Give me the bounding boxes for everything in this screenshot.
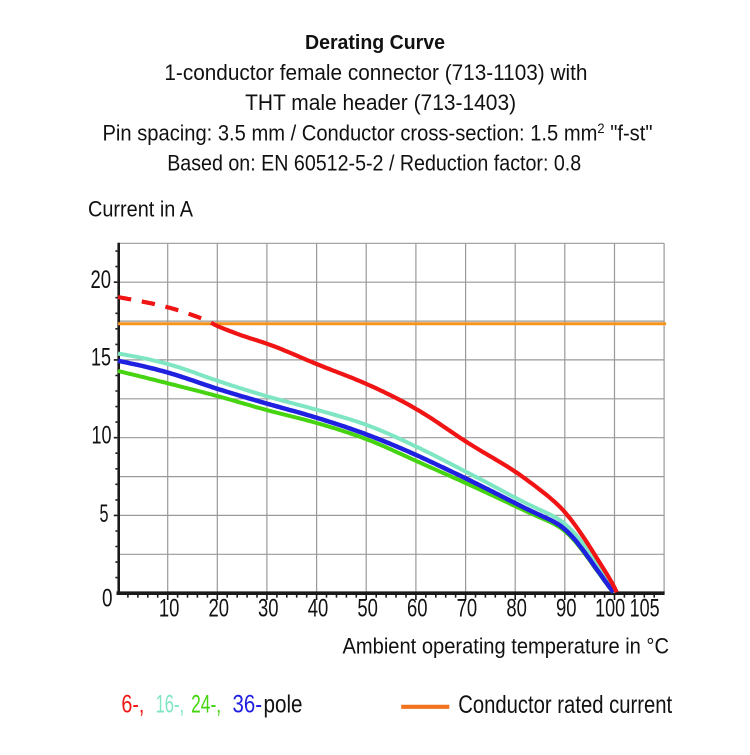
svg-text:THT male header (713-1403): THT male header (713-1403)	[245, 90, 516, 115]
svg-text:80: 80	[506, 596, 527, 623]
svg-text:6-,: 6-,	[121, 691, 144, 718]
svg-text:5: 5	[100, 501, 109, 528]
svg-text:24-,: 24-,	[191, 691, 221, 718]
svg-text:105: 105	[630, 596, 660, 623]
svg-text:Pin spacing: 3.5 mm / Conducto: Pin spacing: 3.5 mm / Conductor cross-se…	[103, 120, 653, 145]
svg-text:50: 50	[357, 596, 378, 623]
svg-text:20: 20	[208, 596, 229, 623]
svg-text:0: 0	[102, 586, 113, 613]
svg-text:100: 100	[595, 596, 625, 623]
svg-text:70: 70	[457, 596, 478, 623]
svg-text:10: 10	[92, 423, 112, 450]
svg-text:1-conductor female connector (: 1-conductor female connector (713-1103) …	[164, 60, 587, 85]
svg-text:16-,: 16-,	[156, 691, 185, 718]
svg-text:90: 90	[556, 596, 577, 623]
svg-text:20: 20	[91, 267, 112, 294]
svg-text:Based on: EN 60512-5-2 / Reduc: Based on: EN 60512-5-2 / Reduction facto…	[167, 150, 581, 175]
svg-text:15: 15	[91, 345, 111, 372]
svg-text:60: 60	[407, 596, 428, 623]
svg-text:Ambient operating temperature: Ambient operating temperature in °C	[343, 634, 670, 659]
svg-text:36-: 36-	[233, 691, 263, 718]
svg-text:30: 30	[258, 596, 279, 623]
svg-text:10: 10	[159, 596, 180, 623]
svg-text:40: 40	[308, 596, 329, 623]
svg-text:Current in A: Current in A	[88, 197, 193, 222]
svg-text:pole: pole	[264, 691, 303, 718]
svg-text:Derating Curve: Derating Curve	[305, 31, 445, 54]
svg-text:Conductor rated current: Conductor rated current	[458, 692, 672, 719]
